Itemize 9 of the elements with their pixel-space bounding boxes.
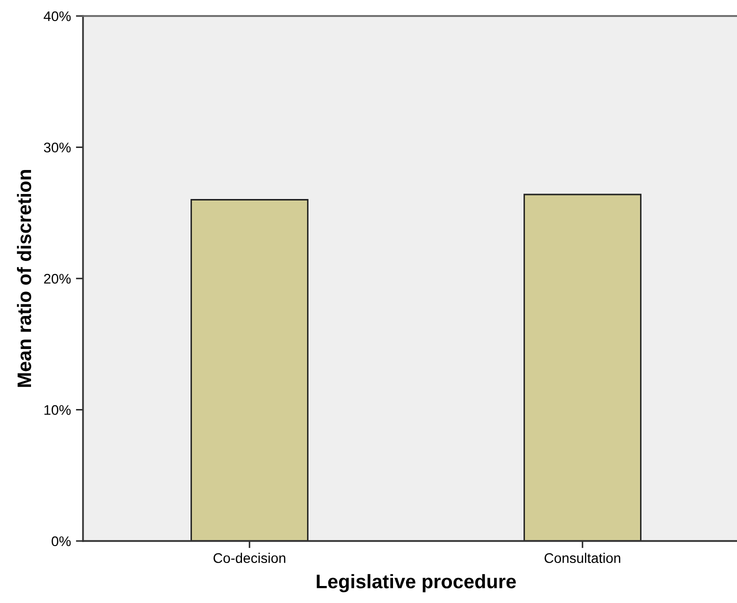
y-tick-label: 40% <box>44 11 71 22</box>
x-tick-label: Consultation <box>544 552 620 564</box>
x-tick-label: Co-decision <box>214 552 286 564</box>
x-axis-title: Legislative procedure <box>316 574 516 592</box>
y-tick-label: 20% <box>44 274 71 284</box>
y-tick-label: 0% <box>52 536 71 546</box>
y-tick-label: 30% <box>44 142 71 152</box>
y-tick-label: 10% <box>44 405 71 415</box>
y-axis-title: Mean ratio of discretion <box>16 170 32 387</box>
